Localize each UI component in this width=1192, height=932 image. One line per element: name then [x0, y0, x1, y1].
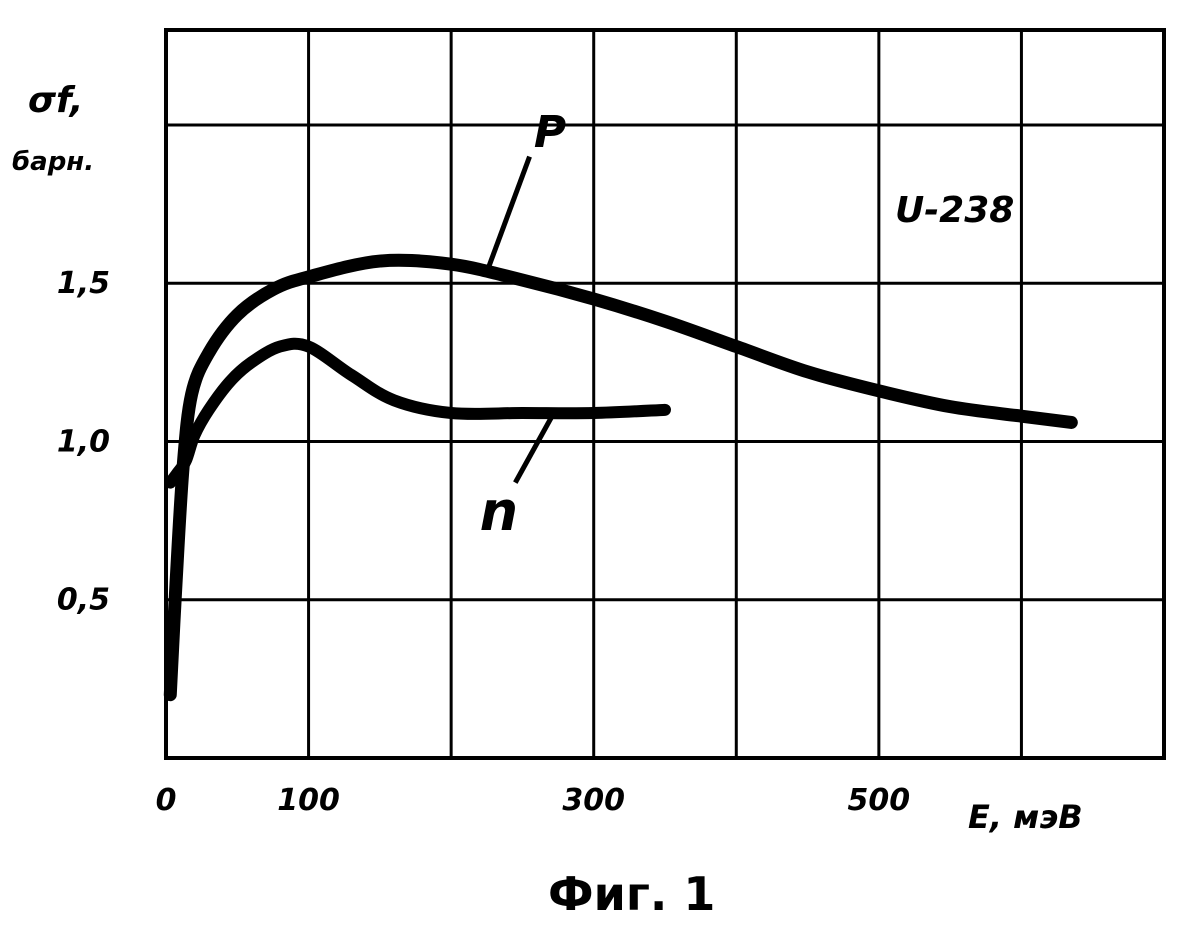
plot-frame: [166, 30, 1164, 758]
y-axis-unit: барн.: [12, 147, 94, 177]
y-axis-symbol: σf,: [28, 80, 83, 121]
leader-line-P: [487, 157, 530, 273]
series-line-P: [170, 260, 1071, 694]
series-layer: [170, 260, 1071, 694]
y-tick-label: 0,5: [57, 583, 110, 618]
x-axis-label: E, мэВ: [968, 798, 1083, 836]
series-label-P: P: [534, 107, 566, 158]
x-tick-label: 300: [562, 783, 625, 818]
y-tick-label: 1,5: [57, 266, 110, 301]
series-label-n: n: [480, 480, 518, 543]
x-tick-label: 0: [156, 783, 177, 818]
isotope-label: U-238: [895, 190, 1014, 231]
x-tick-labels: 0 100 300 500: [156, 783, 911, 818]
series-labels: Pn: [480, 107, 566, 543]
x-tick-label: 500: [848, 783, 911, 818]
x-tick-label: 100: [277, 783, 340, 818]
leader-line-n: [515, 413, 553, 483]
y-tick-label: 1,0: [57, 424, 110, 459]
series-line-n: [170, 344, 665, 483]
grid: [166, 30, 1164, 758]
y-tick-labels: 0,5 1,0 1,5: [57, 266, 110, 618]
figure-caption: Фиг. 1: [548, 867, 715, 921]
